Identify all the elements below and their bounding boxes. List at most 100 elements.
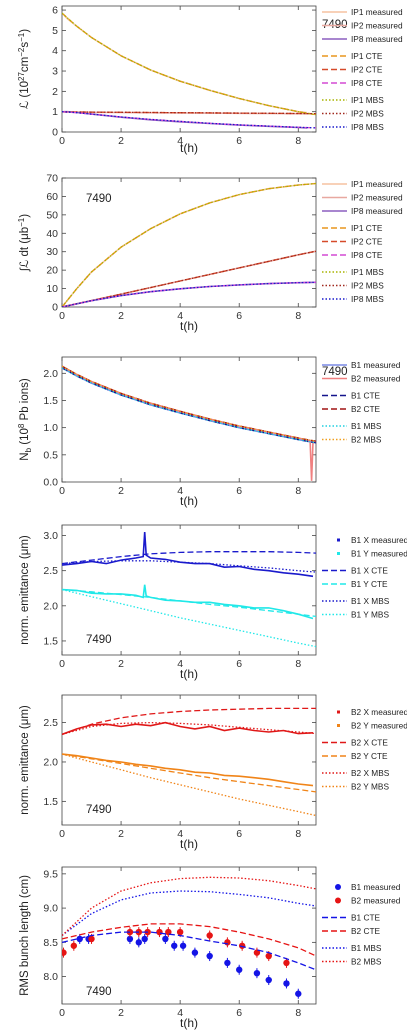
data-point bbox=[156, 928, 163, 936]
legend-label: IP8 measured bbox=[351, 34, 403, 44]
data-point bbox=[162, 935, 169, 943]
legend-label: B1 Y CTE bbox=[351, 579, 388, 589]
data-point bbox=[206, 932, 213, 939]
y-tick-label: 30 bbox=[46, 246, 58, 258]
x-tick-label: 2 bbox=[118, 135, 124, 147]
legend-label: IP8 MBS bbox=[351, 122, 384, 132]
y-axis-label: norm. emittance (μm) bbox=[19, 535, 31, 645]
legend-item: B1 CTE bbox=[322, 391, 381, 401]
legend-item: B1 Y measured bbox=[337, 549, 407, 559]
legend-label: B2 Y MBS bbox=[351, 782, 389, 792]
legend-item: B1 measured bbox=[335, 882, 401, 892]
legend-swatch bbox=[337, 724, 340, 727]
legend-label: B2 Y measured bbox=[351, 721, 407, 731]
data-point bbox=[265, 952, 272, 960]
data-point bbox=[88, 935, 95, 943]
data-point bbox=[236, 966, 243, 973]
series-line bbox=[62, 281, 316, 307]
x-axis-label: t(h) bbox=[180, 494, 198, 508]
legend-item: IP2 measured bbox=[322, 193, 403, 203]
legend-item: B1 Y MBS bbox=[322, 610, 389, 620]
y-tick-label: 40 bbox=[46, 228, 58, 240]
series-line bbox=[62, 367, 314, 444]
data-point bbox=[224, 959, 231, 967]
x-tick-label: 0 bbox=[59, 135, 65, 147]
chart-panel-6: 0 2 4 6 8 8.0 8.5 9.0 9.5 t(h) RMS bunch length (c… bbox=[19, 866, 401, 1030]
legend-item: B2 CTE bbox=[322, 404, 381, 414]
plot-frame bbox=[61, 5, 317, 133]
legend-item: B1 Y CTE bbox=[322, 579, 388, 589]
data-area bbox=[62, 876, 316, 999]
legend-item: IP8 CTE bbox=[322, 78, 383, 88]
data-point bbox=[135, 939, 142, 946]
legend-item: IP8 measured bbox=[322, 34, 403, 44]
series-line bbox=[62, 367, 316, 444]
x-tick-label: 8 bbox=[295, 310, 301, 322]
x-tick-label: 8 bbox=[295, 658, 301, 670]
x-tick-label: 0 bbox=[59, 310, 65, 322]
legend-label: B1 MBS bbox=[351, 421, 382, 431]
legend-label: IP1 CTE bbox=[351, 223, 383, 233]
legend-swatch bbox=[337, 552, 340, 555]
x-tick-label: 2 bbox=[118, 828, 124, 840]
y-tick-label: 2.0 bbox=[43, 756, 58, 768]
legend-item: B2 CTE bbox=[322, 926, 381, 936]
x-tick-label: 8 bbox=[295, 135, 301, 147]
legend-item: B1 measured bbox=[322, 360, 401, 370]
x-tick-label: 0 bbox=[59, 828, 65, 840]
series-line bbox=[62, 753, 316, 793]
legend-label: B2 measured bbox=[351, 896, 401, 906]
legend-label: IP2 CTE bbox=[351, 237, 383, 247]
series-line bbox=[62, 923, 316, 957]
legend: B1 measured B2 measured B1 CTE B2 CTE B1 MBS… bbox=[322, 882, 401, 967]
x-tick-label: 4 bbox=[177, 828, 183, 840]
x-tick-label: 0 bbox=[59, 658, 65, 670]
legend-item: B2 Y CTE bbox=[322, 751, 388, 761]
x-tick-label: 2 bbox=[118, 310, 124, 322]
legend-label: IP8 CTE bbox=[351, 78, 383, 88]
legend-swatch bbox=[337, 710, 340, 714]
series-line bbox=[62, 367, 316, 444]
legend-label: B1 MBS bbox=[351, 943, 382, 953]
legend: IP1 measured IP2 measured IP8 measured IP1 … bbox=[322, 7, 403, 132]
y-tick-label: 2.0 bbox=[43, 600, 58, 612]
legend: B2 X measured B2 Y measured B2 X CTE B2 Y C… bbox=[322, 707, 407, 792]
legend-item: IP8 MBS bbox=[322, 122, 384, 132]
series-line bbox=[62, 365, 316, 442]
data-point bbox=[224, 939, 231, 946]
legend-item: B2 X measured bbox=[337, 707, 407, 717]
legend-swatch bbox=[337, 538, 340, 542]
legend-label: B1 X MBS bbox=[351, 596, 390, 606]
x-tick-label: 6 bbox=[236, 485, 242, 497]
run-annotation: 7490 bbox=[322, 366, 348, 378]
legend: B1 X measured B1 Y measured B1 X CTE B1 Y C… bbox=[322, 535, 407, 620]
series-line bbox=[62, 753, 314, 787]
legend-item: IP1 MBS bbox=[322, 95, 384, 105]
x-tick-label: 8 bbox=[295, 828, 301, 840]
y-tick-label: 2.5 bbox=[43, 717, 58, 729]
data-point bbox=[76, 935, 83, 943]
x-tick-label: 0 bbox=[59, 1007, 65, 1019]
legend-item: B1 MBS bbox=[322, 421, 382, 431]
y-tick-label: 3 bbox=[52, 66, 58, 78]
legend-label: IP1 measured bbox=[351, 179, 403, 189]
x-tick-label: 6 bbox=[236, 1007, 242, 1019]
chart-panel-2: 0 2 4 6 8 0 10 20 30 40 50 60 70 t(h) ∫ℒ dt (μb−1) 7490… bbox=[17, 173, 403, 334]
legend-label: IP8 MBS bbox=[351, 294, 384, 304]
data-area bbox=[62, 707, 316, 817]
data-point bbox=[283, 980, 290, 987]
y-tick-label: 1.0 bbox=[43, 422, 58, 434]
y-tick-label: 2.5 bbox=[43, 565, 58, 577]
data-point bbox=[171, 942, 178, 949]
y-tick-label: 4 bbox=[52, 45, 58, 57]
legend-label: IP1 MBS bbox=[351, 267, 384, 277]
series-line bbox=[62, 111, 316, 129]
data-point bbox=[295, 990, 302, 997]
series-line bbox=[62, 721, 316, 736]
legend-label: B1 CTE bbox=[351, 913, 381, 923]
legend-item: B1 MBS bbox=[322, 943, 382, 953]
data-point bbox=[238, 942, 246, 949]
data-point bbox=[191, 949, 199, 956]
y-tick-label: 70 bbox=[46, 173, 58, 185]
